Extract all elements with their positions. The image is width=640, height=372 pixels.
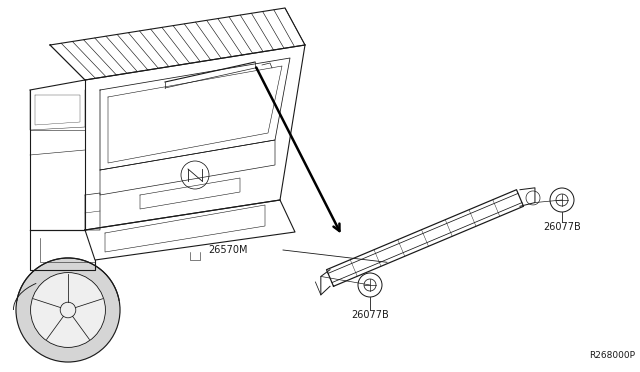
Text: R268000P: R268000P xyxy=(589,351,635,360)
Polygon shape xyxy=(68,273,102,308)
Polygon shape xyxy=(47,316,90,346)
Text: 26077B: 26077B xyxy=(543,222,581,232)
Circle shape xyxy=(16,258,120,362)
Circle shape xyxy=(31,273,106,347)
Polygon shape xyxy=(32,274,102,346)
Polygon shape xyxy=(31,299,63,339)
Polygon shape xyxy=(33,273,68,308)
Text: 26570M: 26570M xyxy=(209,245,248,255)
Text: 26077B: 26077B xyxy=(351,310,389,320)
